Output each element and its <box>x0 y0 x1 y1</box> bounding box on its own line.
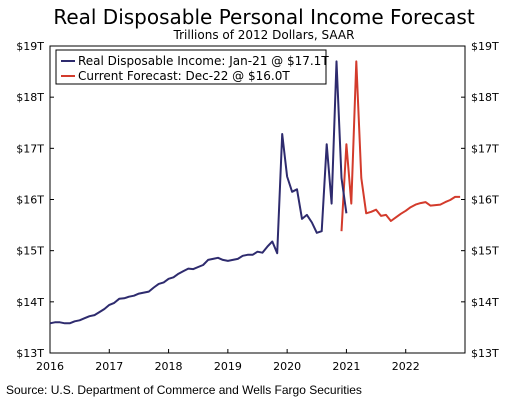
y-axis-left: $13T $14T $15T $16T $17T $18T $19T <box>16 40 54 360</box>
x-tick-label: 2017 <box>95 360 123 373</box>
x-tick-label: 2022 <box>392 360 420 373</box>
series-line-actual <box>49 60 348 325</box>
y-tick-label-right: $16T <box>471 194 499 207</box>
y-tick-label-left: $19T <box>16 40 44 53</box>
plot-area <box>49 45 466 354</box>
legend-box <box>55 49 327 85</box>
series-line-forecast <box>340 60 461 232</box>
legend-label-actual: Real Disposable Income: Jan-21 @ $17.1T <box>78 54 329 68</box>
y-axis-right: $13T $14T $15T $16T $17T $18T $19T <box>461 40 499 360</box>
x-tick-label: 2021 <box>332 360 360 373</box>
y-tick-label-left: $17T <box>16 142 44 155</box>
y-tick-label-right: $18T <box>471 91 499 104</box>
source-note: Source: U.S. Department of Commerce and … <box>6 383 362 397</box>
chart-subtitle: Trillions of 2012 Dollars, SAAR <box>173 28 355 42</box>
y-tick-label-left: $18T <box>16 91 44 104</box>
x-tick-label: 2020 <box>273 360 301 373</box>
y-tick-label-right: $14T <box>471 296 499 309</box>
legend: Real Disposable Income: Jan-21 @ $17.1T … <box>55 49 329 85</box>
y-tick-label-left: $14T <box>16 296 44 309</box>
x-tick-label: 2016 <box>36 360 64 373</box>
y-tick-label-right: $19T <box>471 40 499 53</box>
y-tick-label-left: $15T <box>16 245 44 258</box>
x-axis: 2016 2017 2018 2019 2020 2021 2022 <box>36 349 420 373</box>
y-tick-label-left: $16T <box>16 194 44 207</box>
y-tick-label-right: $17T <box>471 142 499 155</box>
y-tick-label-right: $15T <box>471 245 499 258</box>
x-tick-label: 2018 <box>155 360 183 373</box>
y-tick-label-right: $13T <box>471 347 499 360</box>
x-tick-label: 2019 <box>214 360 242 373</box>
y-tick-label-left: $13T <box>16 347 44 360</box>
legend-label-forecast: Current Forecast: Dec-22 @ $16.0T <box>78 69 290 83</box>
series-lines <box>49 60 461 325</box>
chart-title: Real Disposable Personal Income Forecast <box>53 5 474 29</box>
